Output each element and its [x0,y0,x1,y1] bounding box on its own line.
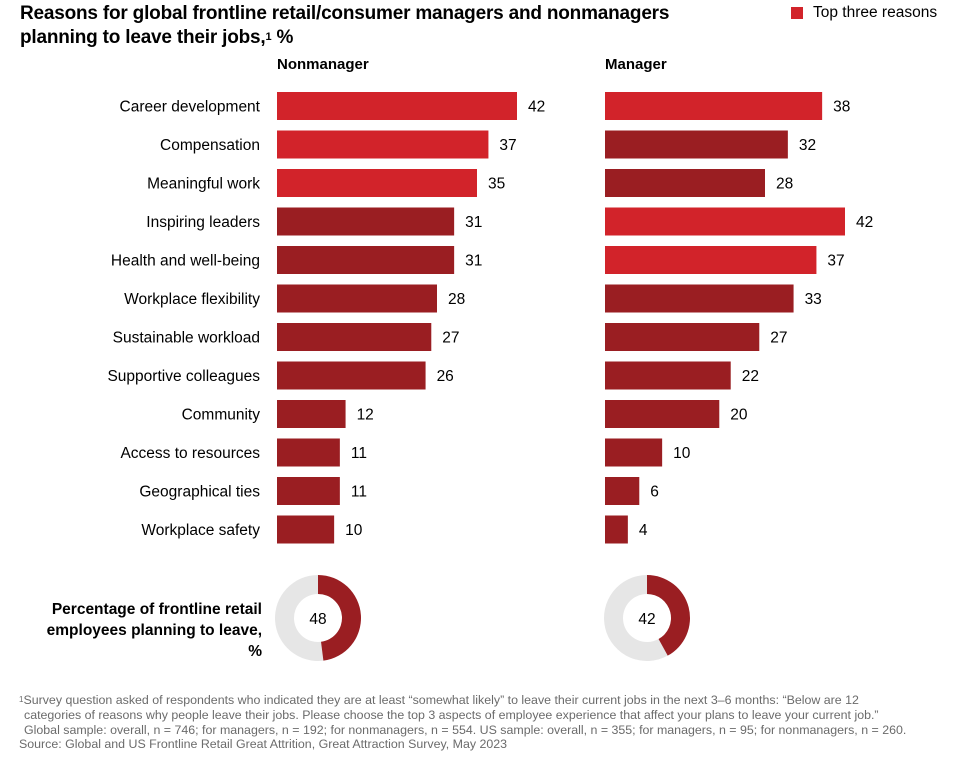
value-label-nonmanager: 42 [528,99,545,116]
bar-nonmanager [277,515,335,544]
value-label-nonmanager: 28 [448,291,465,308]
bar-manager [605,246,817,274]
value-label-manager: 33 [805,291,822,308]
donut-remainder-manager [604,575,668,661]
donut-remainder-nonmanager [275,575,324,661]
bar-manager [605,207,845,236]
category-label: Workplace safety [141,522,260,539]
category-label: Community [182,407,261,424]
category-label: Meaningful work [147,176,260,193]
category-label: Inspiring leaders [146,214,260,231]
footnote-line-2: categories of reasons why people leave t… [24,707,879,722]
value-label-manager: 4 [639,522,648,539]
value-label-manager: 6 [650,484,659,501]
title-footnote-marker: 1 [265,31,272,43]
value-label-nonmanager: 11 [351,445,367,462]
chart-title-text: Reasons for global frontline retail/cons… [20,3,670,48]
bar-nonmanager [277,438,340,467]
value-label-nonmanager: 31 [465,214,482,231]
category-label: Access to resources [120,445,260,462]
bar-nonmanager [277,207,455,236]
legend: Top three reasons [791,4,937,22]
bar-chart: Career development 42 38 Compensation 37 32 Me… [107,92,873,661]
bar-manager [605,169,765,197]
bar-nonmanager [277,323,432,351]
bar-manager [605,92,823,120]
value-label-manager: 37 [827,253,844,270]
value-label-manager: 42 [856,214,873,231]
value-label-nonmanager: 10 [345,522,363,539]
legend-label: Top three reasons [813,4,938,21]
footnote-marker: 1 [19,695,24,704]
category-label: Sustainable workload [113,330,260,347]
category-label: Health and well-being [111,253,260,270]
bar-nonmanager [277,246,455,274]
value-label-nonmanager: 11 [351,484,367,501]
category-label: Geographical ties [139,484,260,501]
value-label-manager: 38 [833,99,850,116]
column-header-nonmanager: Nonmanager [277,56,369,73]
bar-manager [605,515,628,544]
bar-manager [605,438,663,467]
bar-nonmanager [277,284,437,313]
bar-nonmanager [277,92,517,120]
value-label-nonmanager: 12 [357,407,374,424]
value-label-nonmanager: 35 [488,176,505,193]
category-label: Compensation [160,137,260,154]
bar-nonmanager [277,130,489,159]
donut-caption-line-2: employees planning to leave, % [46,622,262,660]
bar-nonmanager [277,477,340,505]
legend-swatch-top-three [791,7,803,19]
value-label-manager: 32 [799,137,816,154]
donut-slice-manager [647,575,691,656]
donut-caption-line-1: Percentage of frontline retail [51,601,262,618]
bar-manager [605,284,794,313]
footnote-source: Source: Global and US Frontline Retail G… [19,737,508,752]
value-label-manager: 27 [770,330,787,347]
value-label-manager: 10 [673,445,691,462]
bar-nonmanager [277,361,426,390]
value-label-manager: 22 [742,368,759,385]
bar-nonmanager [277,400,346,428]
footnote-line-3: Global sample: overall, n = 746; for man… [24,722,907,737]
footnote-text-1: Survey question asked of respondents who… [23,693,859,707]
donut-value-manager: 42 [638,611,655,628]
bar-manager [605,477,640,505]
title-unit: % [276,27,294,48]
category-label: Career development [120,99,261,116]
donut-value-nonmanager: 48 [309,611,326,628]
value-label-nonmanager: 27 [442,330,459,347]
category-label: Supportive colleagues [107,368,260,385]
footnote-line-1: 1Survey question asked of respondents wh… [19,693,969,708]
donut-caption: Percentage of frontline retail employees… [30,599,262,662]
bar-manager [605,361,731,390]
chart-title: Reasons for global frontline retail/cons… [20,2,720,50]
value-label-nonmanager: 31 [465,253,482,270]
value-label-manager: 20 [730,407,748,424]
footnote: 1Survey question asked of respondents wh… [19,693,969,752]
donut-slice-nonmanager [318,575,362,661]
bar-manager [605,400,720,428]
bar-manager [605,130,788,159]
bar-nonmanager [277,169,477,197]
value-label-nonmanager: 37 [499,137,516,154]
value-label-nonmanager: 26 [437,368,454,385]
bar-manager [605,323,760,351]
value-label-manager: 28 [776,176,793,193]
category-label: Workplace flexibility [124,291,260,308]
column-header-manager: Manager [605,56,667,73]
